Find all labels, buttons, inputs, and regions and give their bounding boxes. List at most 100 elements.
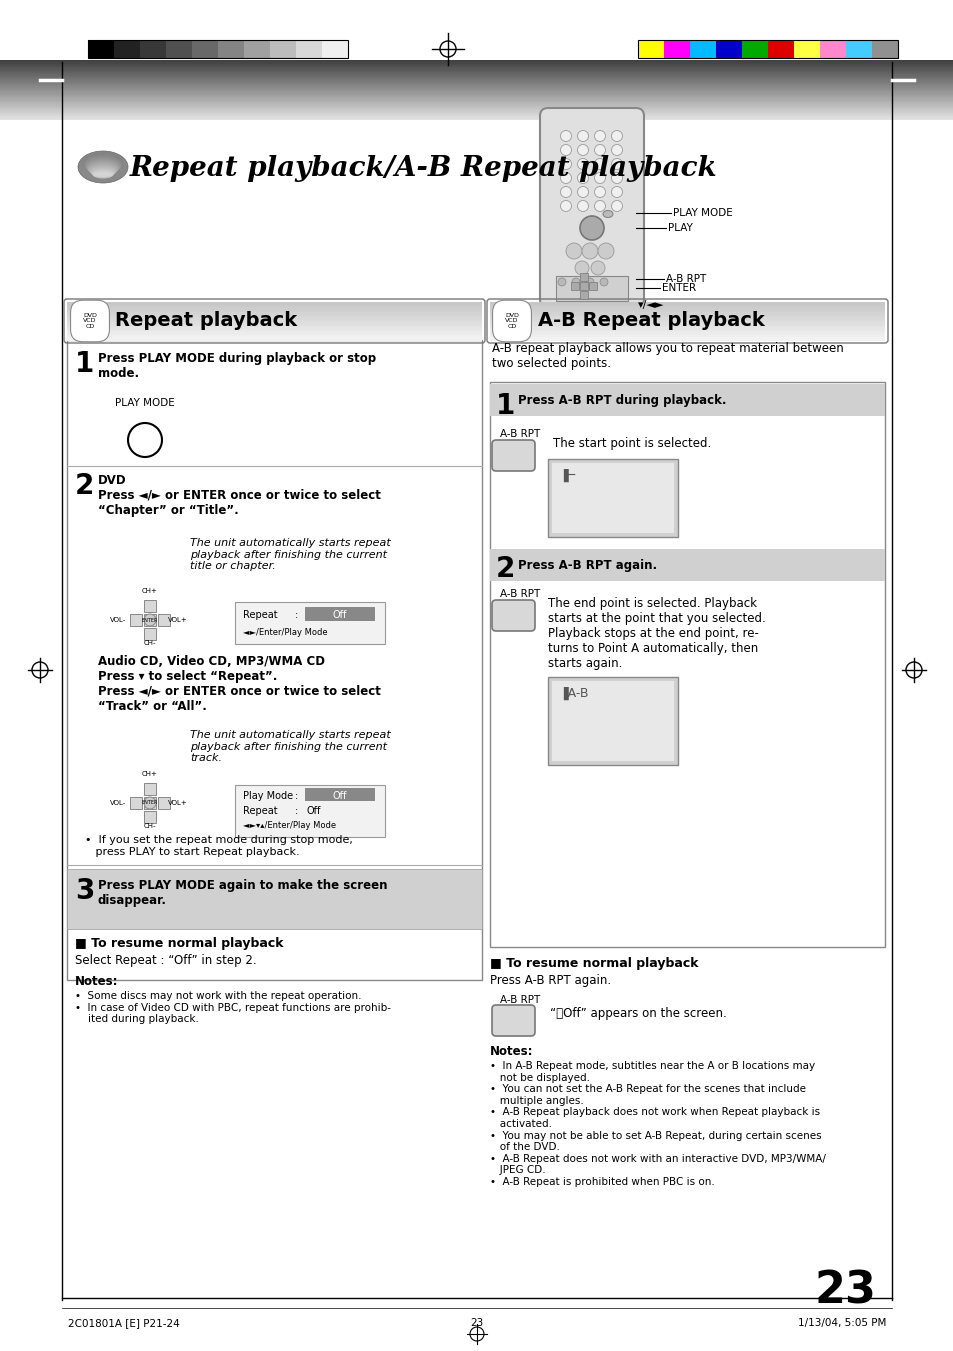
Bar: [322, 41, 348, 58]
Text: ■ To resume normal playback: ■ To resume normal playback: [490, 957, 698, 970]
Circle shape: [577, 131, 588, 142]
Bar: [490, 304, 884, 308]
Text: Notes:: Notes:: [490, 1046, 533, 1058]
Bar: [67, 335, 481, 338]
Bar: [0, 76, 953, 77]
Bar: [0, 59, 953, 62]
Text: :: :: [294, 807, 298, 816]
Text: 2: 2: [496, 555, 515, 584]
Ellipse shape: [602, 211, 613, 218]
Text: Press A-B RPT again.: Press A-B RPT again.: [517, 559, 657, 571]
Bar: [0, 92, 953, 95]
Bar: [295, 41, 322, 58]
Circle shape: [577, 158, 588, 169]
FancyBboxPatch shape: [492, 1005, 535, 1036]
Circle shape: [560, 145, 571, 155]
Bar: [0, 109, 953, 111]
Circle shape: [558, 278, 565, 286]
Bar: [0, 111, 953, 112]
Text: Audio CD, Video CD, MP3/WMA CD: Audio CD, Video CD, MP3/WMA CD: [98, 655, 325, 667]
Text: DVD
Press ◄/► or ENTER once or twice to select
“Chapter” or “Title”.: DVD Press ◄/► or ENTER once or twice to …: [98, 474, 380, 517]
Bar: [547, 677, 678, 765]
Circle shape: [144, 613, 156, 626]
Text: 3: 3: [75, 877, 94, 905]
Ellipse shape: [85, 158, 121, 174]
Bar: [0, 107, 953, 108]
Circle shape: [594, 173, 605, 184]
Bar: [552, 463, 673, 534]
Text: The unit automatically starts repeat
playback after finishing the current
track.: The unit automatically starts repeat pla…: [190, 730, 391, 763]
Bar: [305, 788, 375, 801]
Text: PLAY: PLAY: [667, 223, 692, 232]
Text: ■ To resume normal playback: ■ To resume normal playback: [75, 938, 283, 950]
Bar: [0, 70, 953, 72]
Bar: [88, 41, 113, 58]
Bar: [845, 41, 871, 58]
Bar: [552, 681, 673, 761]
Text: A-B RPT: A-B RPT: [665, 274, 705, 284]
Text: Repeat: Repeat: [243, 807, 277, 816]
Text: CH+: CH+: [142, 771, 158, 777]
Text: 1/13/04, 5:05 PM: 1/13/04, 5:05 PM: [797, 1319, 885, 1328]
Bar: [689, 41, 716, 58]
Text: ▐─: ▐─: [558, 469, 575, 482]
Circle shape: [590, 261, 604, 276]
Text: •  If you set the repeat mode during stop mode,
   press PLAY to start Repeat pl: • If you set the repeat mode during stop…: [85, 835, 353, 857]
Circle shape: [611, 186, 622, 197]
Bar: [0, 101, 953, 103]
Bar: [0, 61, 953, 63]
Ellipse shape: [91, 170, 113, 178]
Bar: [663, 41, 689, 58]
Text: PLAY MODE: PLAY MODE: [115, 399, 174, 408]
Bar: [490, 332, 884, 335]
Text: A-B repeat playback allows you to repeat material between
two selected points.: A-B repeat playback allows you to repeat…: [492, 342, 842, 370]
Ellipse shape: [83, 154, 123, 173]
Text: 23: 23: [470, 1319, 483, 1328]
Bar: [0, 80, 953, 81]
Text: The start point is selected.: The start point is selected.: [553, 436, 711, 450]
Circle shape: [581, 243, 598, 259]
FancyBboxPatch shape: [539, 108, 643, 307]
Text: CH+: CH+: [142, 588, 158, 594]
Bar: [144, 797, 156, 809]
Bar: [767, 41, 793, 58]
Circle shape: [611, 173, 622, 184]
Ellipse shape: [82, 153, 124, 172]
Circle shape: [598, 243, 614, 259]
Text: •  In A-B Repeat mode, subtitles near the A or B locations may
   not be display: • In A-B Repeat mode, subtitles near the…: [490, 1061, 825, 1188]
Text: The end point is selected. Playback
starts at the point that you selected.
Playb: The end point is selected. Playback star…: [547, 597, 765, 670]
Text: CH-: CH-: [144, 823, 156, 830]
Bar: [67, 304, 481, 308]
Bar: [716, 41, 741, 58]
Bar: [556, 276, 627, 301]
Bar: [0, 81, 953, 84]
Bar: [0, 92, 953, 93]
Text: ENTER: ENTER: [142, 617, 158, 623]
Ellipse shape: [90, 166, 116, 177]
Text: Press PLAY MODE during playback or stop
mode.: Press PLAY MODE during playback or stop …: [98, 353, 375, 380]
Circle shape: [611, 158, 622, 169]
Ellipse shape: [84, 155, 122, 173]
Text: CH-: CH-: [144, 640, 156, 646]
Bar: [0, 103, 953, 105]
Bar: [130, 613, 142, 626]
Bar: [490, 324, 884, 328]
Bar: [0, 101, 953, 104]
FancyBboxPatch shape: [492, 440, 535, 471]
Bar: [0, 63, 953, 65]
Bar: [0, 73, 953, 74]
Text: Select Repeat : “Off” in step 2.: Select Repeat : “Off” in step 2.: [75, 954, 256, 967]
Bar: [88, 41, 348, 58]
Bar: [588, 282, 597, 290]
Text: Off: Off: [307, 807, 321, 816]
Bar: [579, 290, 587, 299]
Text: ▾/◄►: ▾/◄►: [638, 300, 663, 309]
Bar: [0, 93, 953, 96]
Bar: [158, 797, 170, 809]
Text: 23: 23: [813, 1270, 875, 1313]
Bar: [0, 84, 953, 85]
Circle shape: [594, 145, 605, 155]
Circle shape: [575, 261, 588, 276]
Bar: [741, 41, 767, 58]
Text: ◄►▾▴/Enter/Play Mode: ◄►▾▴/Enter/Play Mode: [243, 821, 335, 830]
